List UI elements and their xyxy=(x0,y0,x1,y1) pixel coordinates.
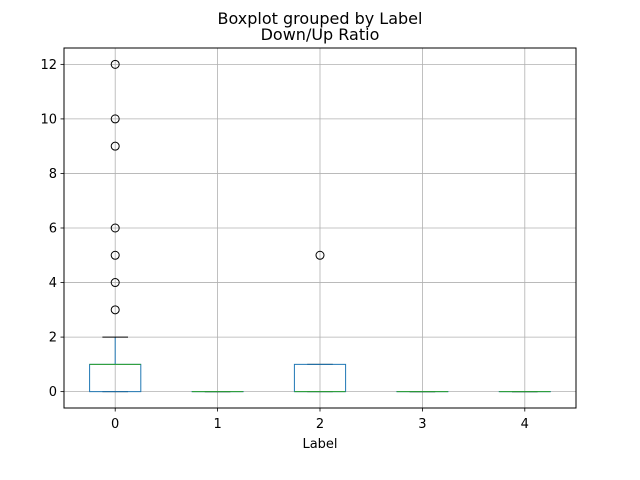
flier-0-4 xyxy=(110,278,120,288)
box-group-0 xyxy=(89,59,142,393)
flier-0-6 xyxy=(110,223,120,233)
x-tick-label-4: 4 xyxy=(521,417,529,432)
y-tick-label-6: 6 xyxy=(49,222,57,237)
y-tick-label-4: 4 xyxy=(49,276,57,291)
y-tick-label-8: 8 xyxy=(49,167,57,182)
y-tick-label-10: 10 xyxy=(40,112,57,127)
y-tick-label-2: 2 xyxy=(49,331,57,346)
chart-title: Down/Up Ratio xyxy=(261,25,380,44)
flier-0-9 xyxy=(110,141,120,151)
box-group-2 xyxy=(293,250,347,393)
box-layer xyxy=(89,59,551,393)
y-tick-label-0: 0 xyxy=(49,385,57,400)
flier-0-5 xyxy=(110,250,120,260)
x-tick-label-0: 0 xyxy=(111,417,119,432)
chart-suptitle: Boxplot grouped by Label xyxy=(218,9,423,28)
x-axis-label: Label xyxy=(302,437,337,452)
x-tick-label-2: 2 xyxy=(316,417,324,432)
x-tick-label-3: 3 xyxy=(418,417,426,432)
y-tick-label-12: 12 xyxy=(40,58,57,73)
x-tick-label-1: 1 xyxy=(213,417,221,432)
flier-2-5 xyxy=(315,250,325,260)
flier-0-10 xyxy=(110,114,120,124)
flier-0-12 xyxy=(110,59,120,69)
flier-0-3 xyxy=(110,305,120,315)
